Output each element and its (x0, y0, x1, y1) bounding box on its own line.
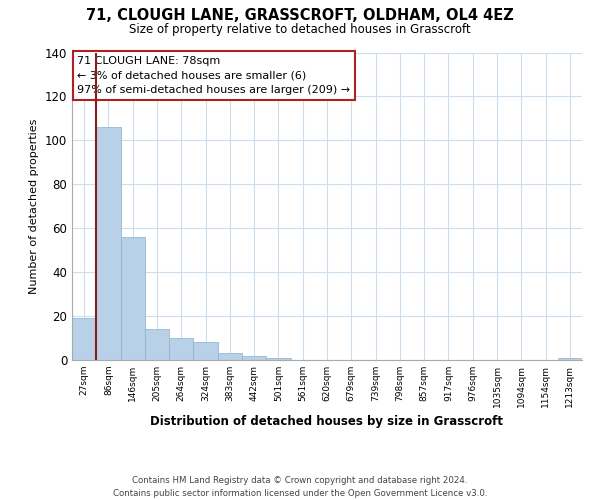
Bar (72, 318, 96, 360)
Bar (242, 356, 266, 360)
Bar (218, 354, 242, 360)
Bar (266, 358, 290, 360)
Bar (193, 342, 218, 360)
Bar (121, 237, 145, 360)
Bar (169, 338, 193, 360)
Text: Size of property relative to detached houses in Grasscroft: Size of property relative to detached ho… (129, 22, 471, 36)
Bar (558, 358, 582, 360)
Y-axis label: Number of detached properties: Number of detached properties (29, 118, 39, 294)
Text: Contains HM Land Registry data © Crown copyright and database right 2024.
Contai: Contains HM Land Registry data © Crown c… (113, 476, 487, 498)
Text: 71, CLOUGH LANE, GRASSCROFT, OLDHAM, OL4 4EZ: 71, CLOUGH LANE, GRASSCROFT, OLDHAM, OL4… (86, 8, 514, 22)
Text: 71 CLOUGH LANE: 78sqm
← 3% of detached houses are smaller (6)
97% of semi-detach: 71 CLOUGH LANE: 78sqm ← 3% of detached h… (77, 56, 350, 95)
Bar (96, 127, 121, 360)
Bar (145, 329, 169, 360)
X-axis label: Distribution of detached houses by size in Grasscroft: Distribution of detached houses by size … (151, 416, 503, 428)
